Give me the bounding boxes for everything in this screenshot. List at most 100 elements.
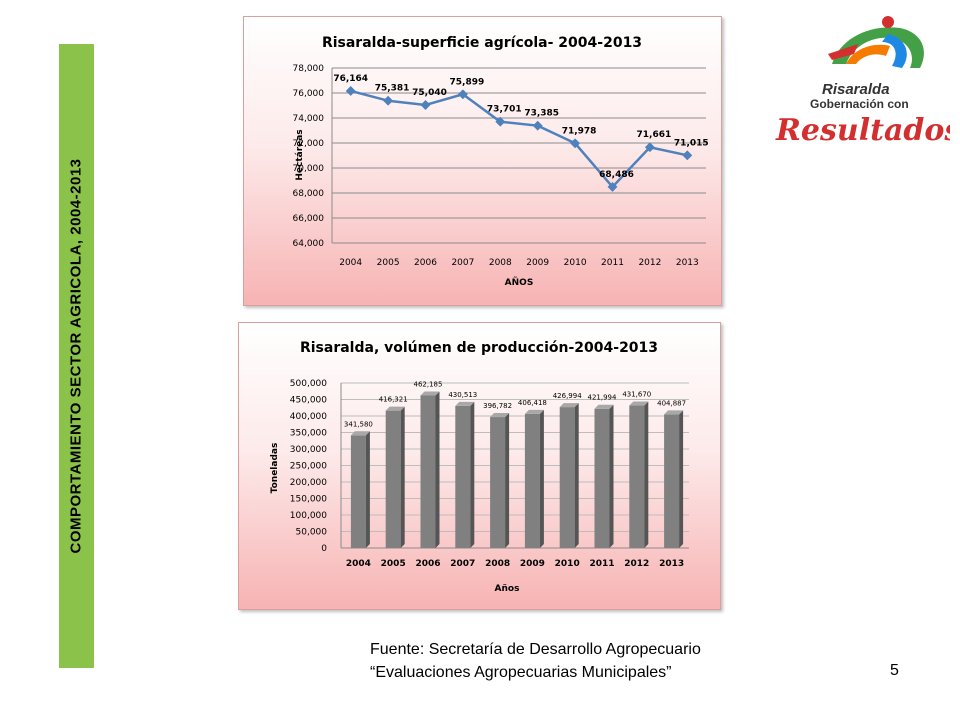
bar xyxy=(490,417,506,548)
sidebar-title: COMPORTAMIENTO SECTOR AGRICOLA, 2004-201… xyxy=(67,158,85,554)
y-tick-label: 0 xyxy=(321,544,327,554)
y-tick-label: 74,000 xyxy=(293,114,325,124)
data-label: 431,670 xyxy=(622,391,651,399)
data-label: 341,580 xyxy=(344,420,373,428)
chart-title: Risaralda, volúmen de producción-2004-20… xyxy=(300,340,658,356)
sidebar-band xyxy=(59,44,94,668)
x-tick-label: 2009 xyxy=(520,559,545,569)
source-note: Fuente: Secretaría de Desarrollo Agropec… xyxy=(370,638,701,684)
line-chart: Risaralda-superficie agrícola- 2004-2013… xyxy=(293,35,709,288)
x-tick-label: 2012 xyxy=(624,559,649,569)
data-label: 71,661 xyxy=(637,130,672,140)
x-tick-label: 2011 xyxy=(601,258,624,268)
logo-line1: Risaralda xyxy=(822,81,890,98)
data-label: 71,978 xyxy=(562,126,597,136)
data-label: 73,701 xyxy=(487,105,522,115)
bar-chart: Risaralda, volúmen de producción-2004-20… xyxy=(270,340,689,594)
x-tick-label: 2013 xyxy=(676,258,699,268)
data-point xyxy=(532,120,543,131)
y-tick-label: 200,000 xyxy=(290,478,327,488)
bar-side xyxy=(400,406,405,548)
bar xyxy=(385,410,401,548)
y-tick-label: 72,000 xyxy=(293,139,325,149)
y-tick-label: 400,000 xyxy=(290,412,327,422)
data-label: 75,381 xyxy=(375,84,410,94)
y-tick-label: 250,000 xyxy=(290,462,327,472)
line-chart-panel: Risaralda-superficie agrícola- 2004-2013… xyxy=(243,16,722,306)
bar-side xyxy=(365,431,370,548)
x-tick-label: 2008 xyxy=(485,559,510,569)
x-tick-label: 2011 xyxy=(589,559,614,569)
x-tick-label: 2009 xyxy=(526,258,549,268)
y-tick-label: 300,000 xyxy=(290,445,327,455)
source-line-1: Fuente: Secretaría de Desarrollo Agropec… xyxy=(370,641,701,658)
x-tick-label: 2005 xyxy=(377,258,400,268)
bar-side xyxy=(539,409,544,548)
x-axis-label: AÑOS xyxy=(505,277,534,288)
bar-side xyxy=(470,401,475,548)
y-tick-label: 64,000 xyxy=(293,239,325,249)
data-label: 462,185 xyxy=(414,380,443,388)
data-label: 68,486 xyxy=(599,170,634,180)
chart-title: Risaralda-superficie agrícola- 2004-2013 xyxy=(322,35,642,51)
data-point xyxy=(644,142,655,153)
y-tick-label: 50,000 xyxy=(296,528,328,538)
y-tick-label: 66,000 xyxy=(293,214,325,224)
bar-top xyxy=(490,413,510,418)
bar xyxy=(629,405,645,548)
y-tick-label: 68,000 xyxy=(293,189,325,199)
data-label: 430,513 xyxy=(448,391,477,399)
y-tick-label: 70,000 xyxy=(293,164,325,174)
y-tick-label: 500,000 xyxy=(290,379,327,389)
data-label: 426,994 xyxy=(553,392,582,400)
data-label: 406,418 xyxy=(518,399,547,407)
y-tick-label: 100,000 xyxy=(290,511,327,521)
x-axis-label: Años xyxy=(495,584,520,594)
bar xyxy=(455,405,471,548)
page-number: 5 xyxy=(890,662,899,679)
data-label: 73,385 xyxy=(524,109,559,119)
gobernacion-logo: Risaralda Gobernación con Resultados xyxy=(770,8,960,148)
bar xyxy=(594,408,610,548)
y-tick-label: 76,000 xyxy=(293,89,325,99)
bar-side xyxy=(679,410,684,548)
y-axis-label: Toneladas xyxy=(270,443,280,494)
data-label: 404,887 xyxy=(657,399,686,407)
x-tick-label: 2005 xyxy=(381,559,406,569)
bar-top xyxy=(559,403,579,408)
bar-side xyxy=(435,391,440,548)
logo-line3: Resultados xyxy=(775,113,950,148)
data-label: 76,164 xyxy=(333,74,368,84)
bar-top xyxy=(629,401,649,406)
logo-line2: Gobernación con xyxy=(810,97,909,111)
x-tick-label: 2004 xyxy=(346,559,371,569)
bar-top xyxy=(420,391,440,396)
data-label: 421,994 xyxy=(588,394,617,402)
logo-emblem-icon: Risaralda Gobernación con Resultados xyxy=(775,16,960,148)
data-label: 396,782 xyxy=(483,402,512,410)
bar-top xyxy=(385,406,405,411)
x-tick-label: 2004 xyxy=(339,258,362,268)
data-label: 416,321 xyxy=(379,396,408,404)
data-point xyxy=(345,86,356,96)
bar xyxy=(420,395,436,548)
bar xyxy=(664,414,680,548)
data-point xyxy=(495,116,506,127)
bar xyxy=(559,407,575,548)
x-tick-label: 2013 xyxy=(659,559,684,569)
y-tick-label: 450,000 xyxy=(290,396,327,406)
bar xyxy=(524,413,540,548)
x-tick-label: 2007 xyxy=(451,258,474,268)
x-tick-label: 2008 xyxy=(489,258,512,268)
bar-side xyxy=(644,401,649,548)
bar-top xyxy=(594,404,614,409)
bar xyxy=(350,435,366,548)
series-line xyxy=(350,89,688,189)
x-tick-label: 2012 xyxy=(638,258,661,268)
bar-side xyxy=(574,403,579,548)
source-line-2: “Evaluaciones Agropecuarias Municipales” xyxy=(370,664,672,681)
bar-top xyxy=(664,410,684,415)
x-tick-label: 2010 xyxy=(564,258,587,268)
x-tick-label: 2006 xyxy=(414,258,437,268)
bar-top xyxy=(350,431,370,436)
